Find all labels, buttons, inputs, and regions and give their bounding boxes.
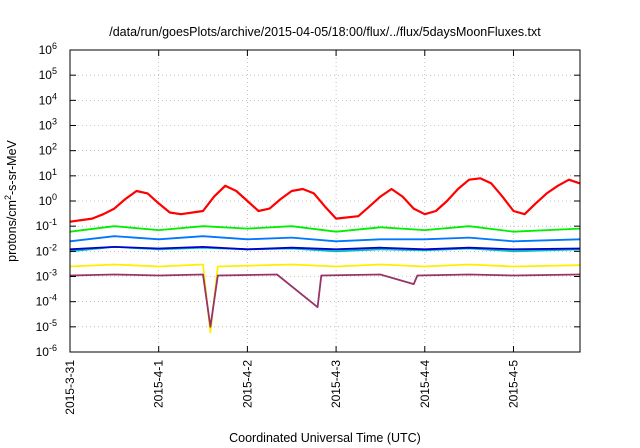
x-tick-label: 2015-3-31: [63, 360, 77, 415]
series-line-6: [69, 263, 581, 334]
x-axis-label: Coordinated Universal Time (UTC): [229, 431, 421, 445]
y-tick-label: 106: [39, 41, 57, 57]
x-tick-label: 2015-4-3: [329, 360, 343, 408]
x-tick-label: 2015-4-4: [418, 360, 432, 408]
y-tick-label: 100: [39, 192, 57, 208]
y-tick-label: 104: [39, 91, 57, 107]
grid: [70, 50, 580, 352]
y-tick-label: 10-1: [36, 217, 57, 233]
x-axis: 2015-3-31 2015-4-1 2015-4-2 2015-4-3 2015-4-…: [63, 50, 520, 415]
y-tick-label: 105: [39, 66, 57, 82]
y-tick-label: 10-5: [36, 318, 57, 334]
series-line-2: [69, 225, 581, 233]
y-axis-label: protons/cm2-s-sr-MeV: [3, 139, 19, 261]
series-line-3: [69, 235, 581, 243]
x-tick-label: 2015-4-5: [506, 360, 520, 408]
y-tick-label: 10-4: [36, 293, 57, 309]
series-line-1: [69, 177, 581, 223]
series-group: [69, 177, 581, 334]
y-tick-label: 10-2: [36, 242, 57, 258]
y-tick-label: 10-6: [36, 343, 57, 359]
y-tick-label: 103: [39, 117, 57, 133]
series-line-5: [69, 245, 581, 251]
series-line-7: [69, 273, 581, 328]
x-tick-label: 2015-4-2: [240, 360, 254, 408]
x-tick-label: 2015-4-1: [152, 360, 166, 408]
y-tick-label: 101: [39, 167, 57, 183]
y-tick-label: 10-3: [36, 268, 57, 284]
y-tick-label: 102: [39, 142, 57, 158]
y-axis: 10-6 10-5 10-4 10-3 10-2 10-1 100 101 102 103 104 1…: [36, 41, 580, 359]
chart-title: /data/run/goesPlots/archive/2015-04-05/1…: [109, 25, 541, 39]
